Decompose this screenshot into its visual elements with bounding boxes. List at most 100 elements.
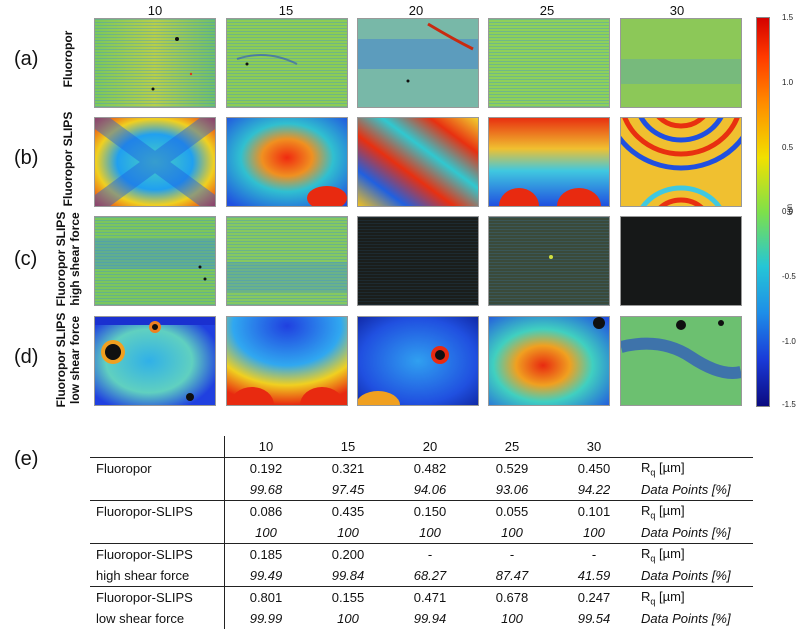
panel-a-15 (226, 18, 348, 108)
table-cell: 99.99 (249, 611, 283, 626)
table-row: Fluoropor 0.192 0.321 0.482 0.529 0.450 Rq [µm… (90, 457, 753, 479)
table-cell: 0.150 (413, 504, 447, 519)
row-letter-e: (e) (14, 448, 39, 470)
row-label-a-line1: Fluoropor (61, 30, 75, 88)
colorbar-tick: -1.5 (782, 400, 796, 409)
panel-d-10 (94, 316, 216, 406)
panel-a-25 (488, 18, 610, 108)
table-cell: Fluoropor-SLIPS (90, 586, 225, 608)
panel-b-15 (226, 117, 348, 207)
table-cell: 99.49 (224, 565, 307, 587)
row-label-d-line1: Fluoropor SLIPS (54, 312, 68, 408)
table-cell: 100 (553, 522, 635, 544)
row-letter-b: (b) (14, 147, 39, 169)
table-cell: 0.247 (577, 590, 611, 605)
panel-c-25 (488, 216, 610, 306)
table-cell: low shear force (90, 608, 225, 629)
table-cell: - (591, 547, 597, 562)
panel-b-10 (94, 117, 216, 207)
table-cell: 0.185 (249, 547, 283, 562)
colorbar (756, 17, 770, 407)
row-letter-a: (a) (14, 48, 39, 70)
panel-c-10 (94, 216, 216, 306)
panel-a-20 (357, 18, 479, 108)
table-cell: 41.59 (553, 565, 635, 587)
table-cell: 0.101 (577, 504, 611, 519)
table-cell: 99.94 (413, 611, 447, 626)
table-row: Fluoropor-SLIPS 0.185 0.200 - - - Rq [µm] (90, 543, 753, 565)
table-cell: 87.47 (471, 565, 553, 587)
table-cell: 0.482 (413, 461, 447, 476)
row-label-a: Fluoropor (61, 9, 75, 109)
table-cell: 0.450 (577, 461, 611, 476)
table-cell: 0.801 (249, 590, 283, 605)
panel-b-25 (488, 117, 610, 207)
table-cell: 0.192 (249, 461, 283, 476)
table-cell: 93.06 (471, 479, 553, 501)
row-label-b: Fluoropor SLIPS (61, 109, 75, 209)
table-cell: 0.471 (413, 590, 447, 605)
panel-c-30 (620, 216, 742, 306)
table-cell: Fluoropor (90, 457, 225, 479)
table-cell: 0.529 (495, 461, 529, 476)
table-cell: 97.45 (307, 479, 389, 501)
table-cell (90, 436, 225, 458)
table-cell: 0.435 (331, 504, 365, 519)
table-cell: 0.678 (495, 590, 529, 605)
table-cell: Data Points [%] (635, 479, 753, 501)
table-cell: Fluoropor-SLIPS (90, 500, 225, 522)
table-cell: Rq [µm] (641, 459, 685, 478)
colorbar-tick: -0.5 (782, 272, 796, 281)
colorbar-tick: 1.5 (782, 13, 794, 22)
table-cell: - (509, 547, 515, 562)
colorbar-tick: 0.5 (782, 143, 794, 152)
panel-d-20 (357, 316, 479, 406)
colorbar-tick: 0.0 (782, 207, 794, 216)
table-cell: 100 (501, 611, 523, 626)
panel-d-30 (620, 316, 742, 406)
table-cell: 25 (471, 436, 553, 458)
table-row: Fluoropor-SLIPS 0.801 0.155 0.471 0.678 0.247… (90, 586, 753, 608)
table-cell: 100 (389, 522, 471, 544)
table-cell (90, 522, 225, 544)
row-label-d: Fluoropor SLIPS low shear force (54, 310, 82, 410)
table-cell: 99.84 (307, 565, 389, 587)
panel-c-20 (357, 216, 479, 306)
table-cell: Data Points [%] (635, 565, 753, 587)
table-cell (635, 436, 753, 458)
table-cell: 15 (307, 436, 389, 458)
table-cell: 0.086 (249, 504, 283, 519)
panel-d-15 (226, 316, 348, 406)
table-cell: 94.06 (389, 479, 471, 501)
table-row: 100 100 100 100 100 Data Points [%] (90, 522, 753, 544)
table-row: Fluoropor-SLIPS 0.086 0.435 0.150 0.055 0.101… (90, 500, 753, 522)
table-cell: 99.54 (577, 611, 611, 626)
table-row: 99.68 97.45 94.06 93.06 94.22 Data Points [%] (90, 479, 753, 501)
table-cell: 99.68 (224, 479, 307, 501)
table-cell: 94.22 (553, 479, 635, 501)
table-cell: Fluoropor-SLIPS (90, 543, 225, 565)
table-cell: 0.055 (495, 504, 529, 519)
row-label-d-line2: low shear force (68, 315, 82, 405)
row-label-b-line1: Fluoropor SLIPS (61, 111, 75, 207)
table-cell: 20 (389, 436, 471, 458)
row-label-c-line2: high shear force (68, 212, 82, 306)
colorbar-unit: um (785, 203, 795, 216)
row-label-c: Fluoropor SLIPS high shear force (54, 209, 82, 309)
column-header-20: 20 (408, 3, 424, 18)
table-row: high shear force 99.49 99.84 68.27 87.47 41.5… (90, 565, 753, 587)
table-cell: 100 (224, 522, 307, 544)
table-cell: 100 (337, 611, 359, 626)
table-cell: 0.321 (331, 461, 365, 476)
table-cell: 10 (224, 436, 307, 458)
panel-d-25 (488, 316, 610, 406)
table-cell (90, 479, 225, 501)
table-cell: Data Points [%] (641, 611, 731, 626)
row-letter-d: (d) (14, 346, 39, 368)
table-cell: - (427, 547, 433, 562)
table-cell: 30 (553, 436, 635, 458)
panel-b-20 (357, 117, 479, 207)
column-header-10: 10 (147, 3, 163, 18)
column-header-30: 30 (669, 3, 685, 18)
table-cell: 0.200 (331, 547, 365, 562)
